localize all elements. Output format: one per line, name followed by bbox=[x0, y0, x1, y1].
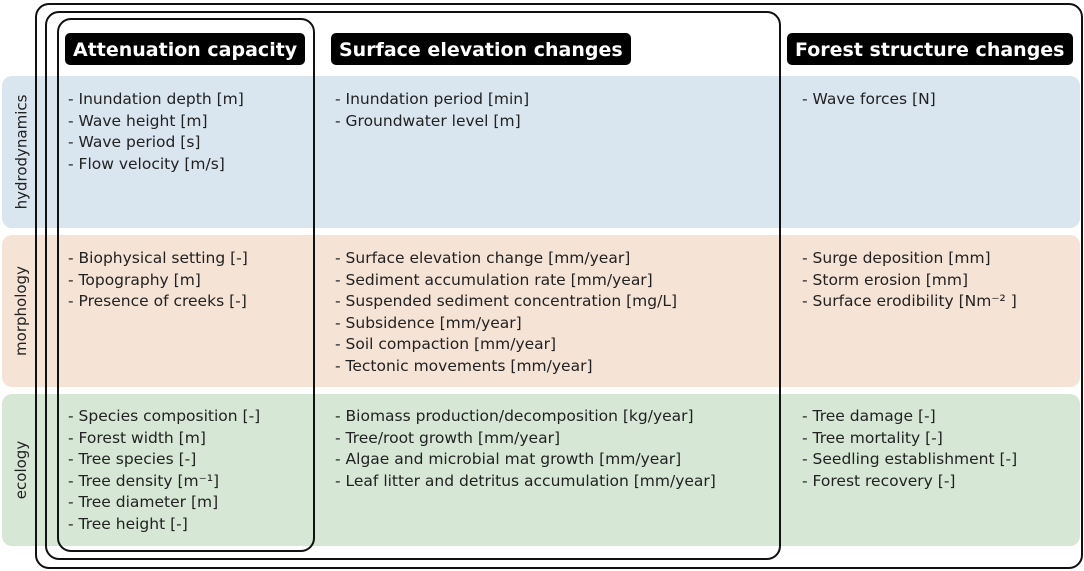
cell-ecology-surface-elevation: Biomass production/decomposition [kg/yea… bbox=[335, 406, 716, 492]
surface-elevation-frame bbox=[45, 11, 781, 560]
variable-item: Tree diameter [m] bbox=[68, 492, 260, 514]
cell-hydrodynamics-forest-structure: Wave forces [N] bbox=[802, 89, 936, 111]
variable-item: Tree/root growth [mm/year] bbox=[335, 428, 716, 450]
cell-morphology-forest-structure: Surge deposition [mm] Storm erosion [mm]… bbox=[802, 248, 1017, 313]
row-label-hydrodynamics: hydrodynamics bbox=[4, 76, 38, 228]
cell-ecology-forest-structure: Tree damage [-] Tree mortality [-] Seedl… bbox=[802, 406, 1018, 493]
row-label-text: morphology bbox=[12, 266, 30, 356]
row-label-text: hydrodynamics bbox=[12, 94, 31, 210]
cell-hydrodynamics-attenuation: Inundation depth [m] Wave height [m] Wav… bbox=[68, 89, 244, 175]
variable-item: Soil compaction [mm/year] bbox=[335, 334, 677, 356]
variable-item: Wave forces [N] bbox=[802, 89, 936, 111]
variable-item: Tectonic movements [mm/year] bbox=[335, 356, 677, 378]
variable-item: Wave height [m] bbox=[68, 111, 244, 133]
column-title-attenuation-capacity: Attenuation capacity bbox=[65, 33, 306, 65]
variable-item: Tree mortality [-] bbox=[802, 428, 1017, 450]
cell-morphology-attenuation: Biophysical setting [-] Topography [m] P… bbox=[68, 248, 248, 313]
variable-item: Tree species [-] bbox=[68, 449, 260, 471]
variable-item: Tree height [-] bbox=[68, 514, 260, 536]
variable-item: Presence of creeks [-] bbox=[68, 291, 248, 313]
row-label-morphology: morphology bbox=[4, 235, 38, 387]
column-title-forest-structure-changes: Forest structure changes bbox=[787, 33, 1073, 65]
variable-item: Wave period [s] bbox=[68, 132, 244, 154]
cell-ecology-attenuation: Species composition [-] Forest width [m]… bbox=[68, 406, 261, 536]
attenuation-capacity-frame bbox=[57, 18, 315, 552]
variable-item: Species composition [-] bbox=[68, 406, 261, 428]
row-label-ecology: ecology bbox=[4, 394, 38, 546]
variable-item: Tree damage [-] bbox=[802, 406, 1017, 428]
variable-item: Surface erodibility [Nm⁻² ] bbox=[802, 291, 1017, 313]
variable-item: Suspended sediment concentration [mg/L] bbox=[335, 291, 677, 313]
variable-item: Storm erosion [mm] bbox=[802, 270, 1017, 292]
variable-item: Subsidence [mm/year] bbox=[335, 313, 677, 335]
variable-item: Seedling establishment [-] bbox=[802, 449, 1018, 471]
variable-item: Surface elevation change [mm/year] bbox=[335, 248, 677, 270]
variable-item: Topography [m] bbox=[68, 270, 248, 292]
variable-item: Inundation depth [m] bbox=[68, 89, 244, 111]
variable-item: Algae and microbial mat growth [mm/year] bbox=[335, 449, 716, 471]
variable-item: Biomass production/decomposition [kg/yea… bbox=[335, 406, 716, 428]
variable-item: Sediment accumulation rate [mm/year] bbox=[335, 270, 677, 292]
row-label-text: ecology bbox=[12, 440, 30, 500]
cell-hydrodynamics-surface-elevation: Inundation period [min] Groundwater leve… bbox=[335, 89, 530, 133]
forest-structure-frame bbox=[35, 3, 1083, 569]
variable-item: Tree density [m⁻¹] bbox=[68, 471, 260, 493]
variable-item: Biophysical setting [-] bbox=[68, 248, 248, 270]
variable-item: Groundwater level [m] bbox=[335, 111, 529, 133]
cell-morphology-surface-elevation: Surface elevation change [mm/year] Sedim… bbox=[335, 248, 677, 378]
variable-item: Leaf litter and detritus accumulation [m… bbox=[335, 471, 716, 493]
variable-item: Flow velocity [m/s] bbox=[68, 154, 244, 176]
column-title-surface-elevation-changes: Surface elevation changes bbox=[331, 33, 631, 65]
variable-item: Surge deposition [mm] bbox=[802, 248, 1017, 270]
variable-item: Forest width [m] bbox=[68, 428, 260, 450]
variable-item: Forest recovery [-] bbox=[802, 471, 1017, 493]
variable-item: Inundation period [min] bbox=[335, 89, 530, 111]
